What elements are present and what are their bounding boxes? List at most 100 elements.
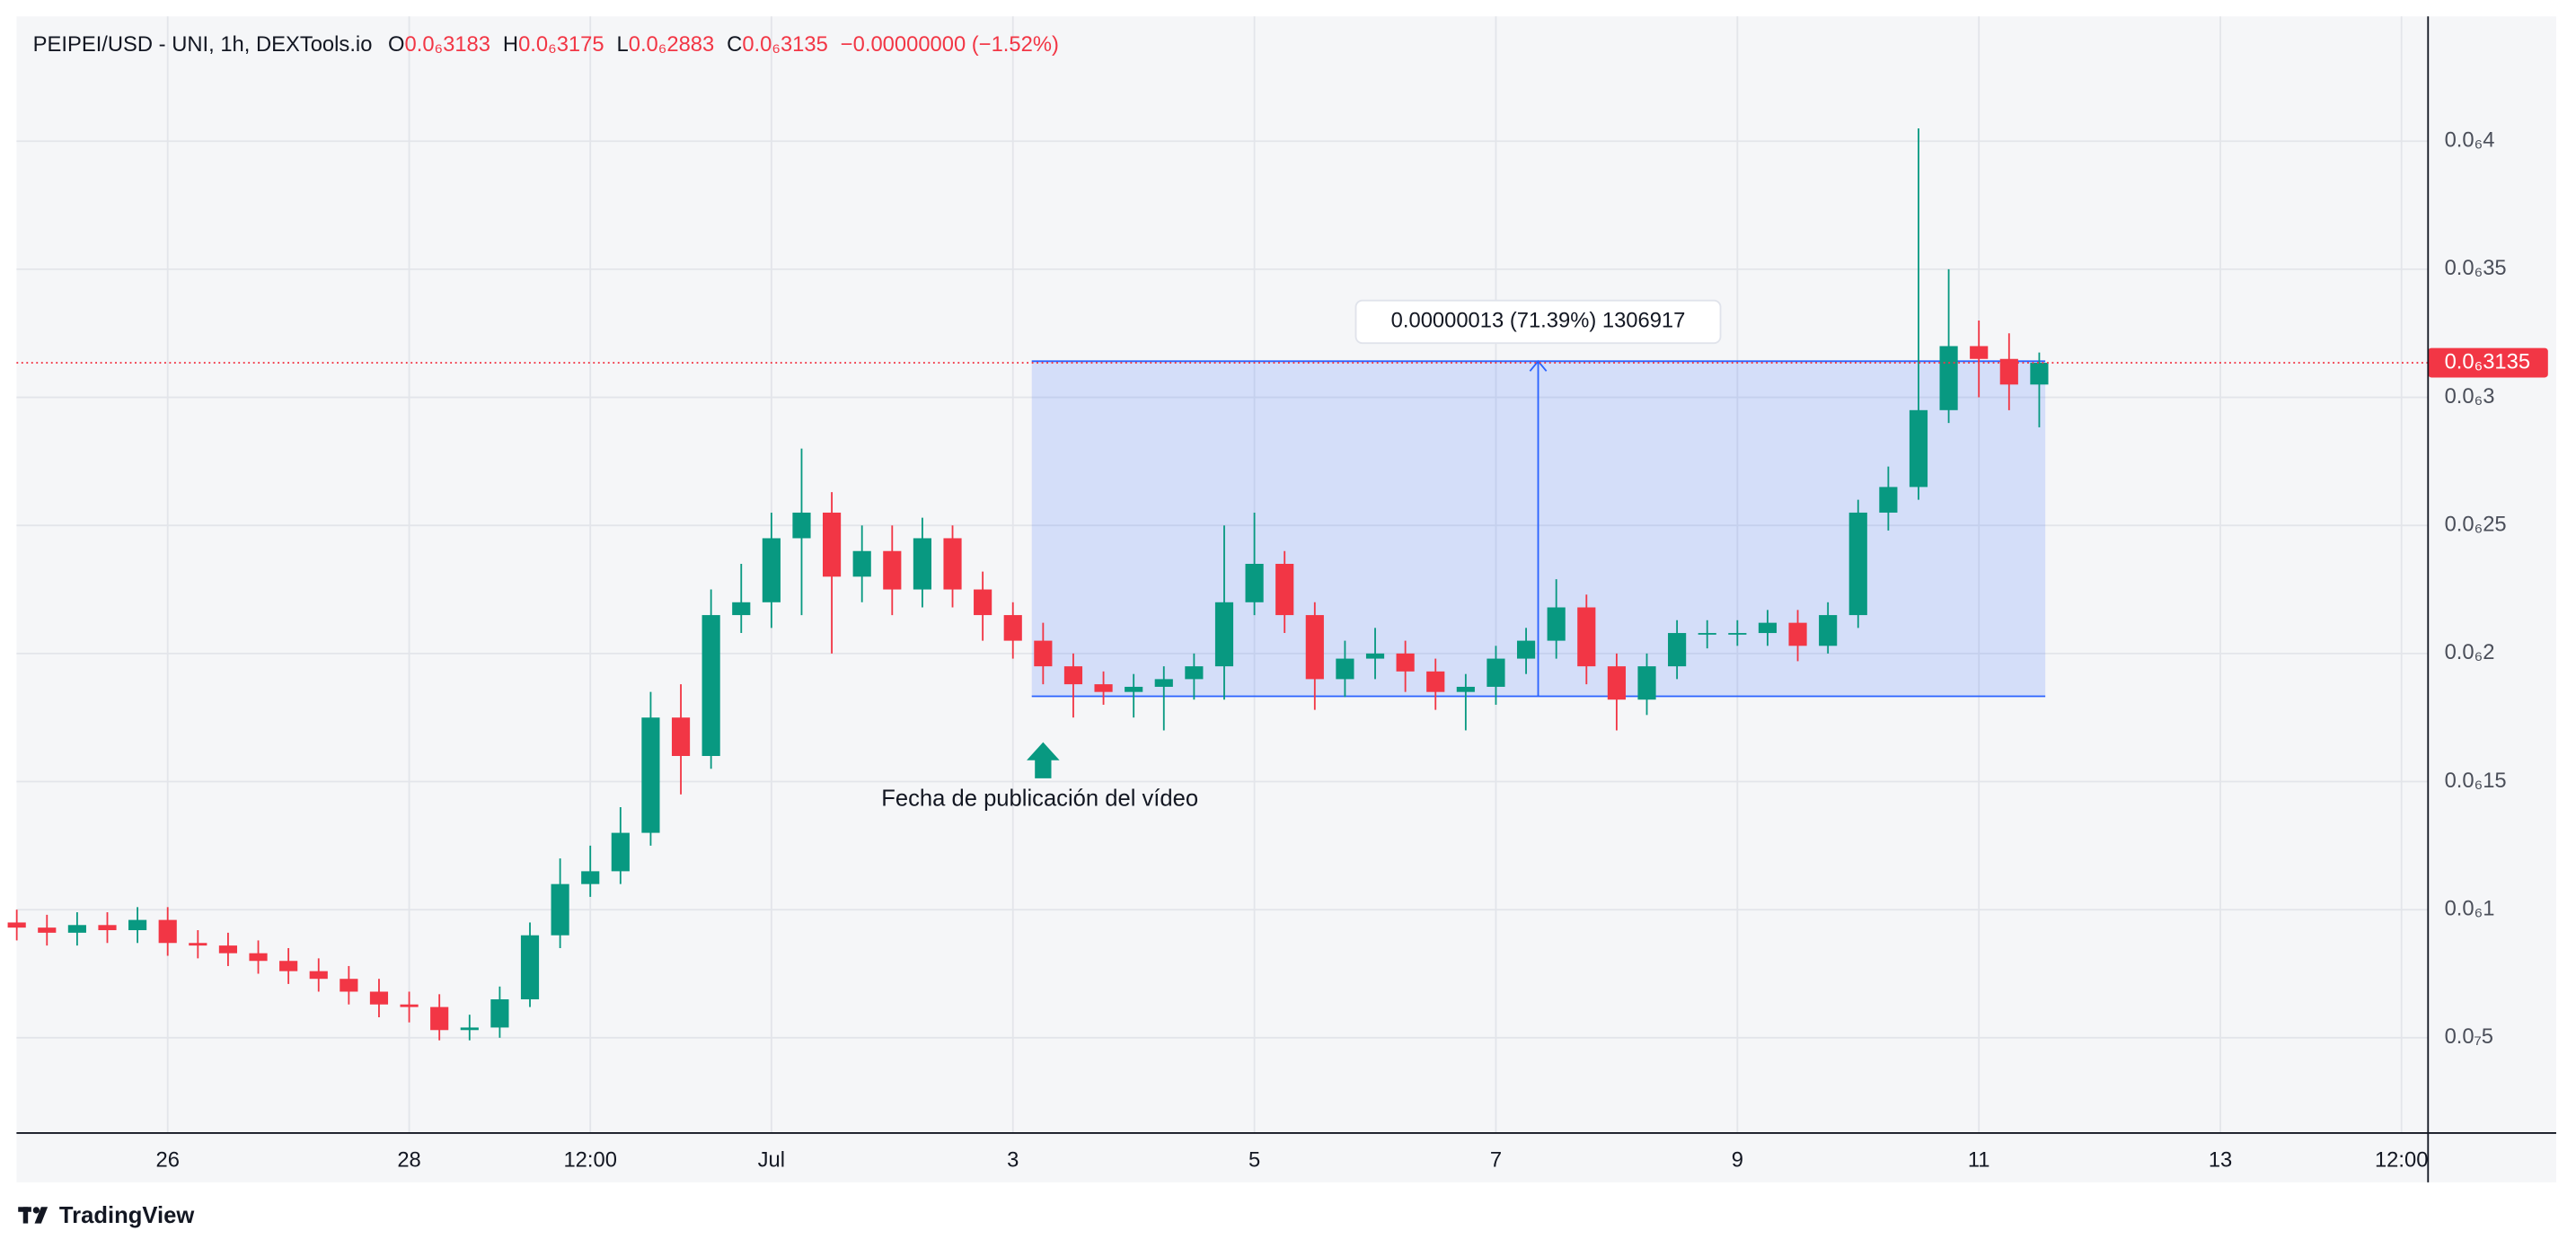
x-tick-label: 11 bbox=[1968, 1147, 1990, 1172]
x-tick-label: 9 bbox=[1732, 1147, 1743, 1172]
low-value: 0.0₆2883 bbox=[629, 32, 715, 57]
candle-body bbox=[641, 717, 660, 833]
candle-body bbox=[1970, 346, 1989, 359]
candle-body bbox=[1516, 640, 1536, 659]
low-key: L bbox=[617, 32, 629, 57]
y-tick-label: 0.0₆1 bbox=[2445, 896, 2495, 920]
candle-body bbox=[1125, 686, 1143, 692]
candle-body bbox=[1577, 607, 1596, 667]
x-tick-label: 26 bbox=[155, 1147, 179, 1172]
symbol: PEIPEI/USD - UNI, 1h, DEXTools.io bbox=[33, 32, 373, 57]
annotation-text: Fecha de publicación del vídeo bbox=[881, 786, 1198, 811]
open-value: 0.0₆3183 bbox=[405, 32, 490, 57]
candle-body bbox=[1879, 487, 1898, 513]
candle-body bbox=[1396, 653, 1415, 672]
candle-body bbox=[1456, 686, 1475, 692]
candle-body bbox=[279, 961, 298, 971]
candle-body bbox=[1185, 666, 1204, 680]
last-price-label: 0.0₆3135 bbox=[2445, 349, 2531, 374]
x-tick-label: 3 bbox=[1007, 1147, 1019, 1172]
candle-body bbox=[1637, 666, 1656, 700]
candle-body bbox=[1426, 671, 1445, 692]
candle-body bbox=[1305, 615, 1324, 680]
x-tick-label: 13 bbox=[2209, 1147, 2232, 1172]
candle-body bbox=[1607, 666, 1626, 700]
y-tick-label: 0.0₆35 bbox=[2445, 256, 2507, 280]
candle-body bbox=[913, 538, 931, 590]
candle-body bbox=[400, 1004, 419, 1007]
axes: 0.0₇5 0.0₆1 0.0₆15 0.0₆2 0.0₆25 0.0₆3 0.0₆35 0.… bbox=[155, 128, 2548, 1172]
candle-body bbox=[883, 550, 902, 590]
open-key: O bbox=[388, 32, 405, 57]
candle-body bbox=[430, 1006, 449, 1031]
candle-body bbox=[1788, 622, 1807, 646]
brand: TradingView bbox=[59, 1203, 194, 1228]
candle-body bbox=[671, 717, 691, 756]
candle-body bbox=[1909, 409, 1928, 488]
candle-body bbox=[1668, 633, 1687, 667]
candle-body bbox=[1758, 622, 1778, 634]
candle-body bbox=[551, 883, 569, 936]
candle-body bbox=[369, 991, 389, 1005]
candle-body bbox=[67, 925, 86, 933]
candle-body bbox=[189, 943, 207, 946]
candle-body bbox=[1094, 684, 1113, 692]
candle-body bbox=[1819, 615, 1838, 646]
measure-overlay: 0.00000013 (71.39%) 1306917 Fecha de publ… bbox=[881, 299, 2046, 811]
candle-body bbox=[128, 919, 147, 931]
measure-label: 0.00000013 (71.39%) 1306917 bbox=[1391, 309, 1686, 333]
candle-body bbox=[1245, 564, 1264, 602]
candle-body bbox=[1698, 633, 1716, 635]
y-tick-label: 0.0₆4 bbox=[2445, 128, 2495, 153]
candle-body bbox=[852, 550, 871, 577]
y-tick-label: 0.0₆25 bbox=[2445, 512, 2507, 536]
candle-body bbox=[1214, 602, 1234, 667]
y-tick-label: 0.0₆3 bbox=[2445, 384, 2495, 409]
candle-body bbox=[1999, 358, 2018, 385]
candle-body bbox=[520, 935, 540, 1000]
candle-body bbox=[1063, 666, 1083, 685]
candles bbox=[7, 127, 2429, 1041]
candle-body bbox=[701, 615, 720, 756]
candle-body bbox=[7, 922, 26, 928]
candle-body bbox=[1003, 615, 1022, 641]
y-tick-label: 0.0₆2 bbox=[2445, 640, 2495, 664]
candle-body bbox=[490, 999, 509, 1028]
candle-body bbox=[792, 512, 811, 539]
candle-body bbox=[1939, 346, 1958, 410]
x-tick-label: 12:00 bbox=[2375, 1147, 2428, 1172]
y-tick-label: 0.0₇5 bbox=[2445, 1024, 2493, 1049]
candle-body bbox=[581, 871, 600, 884]
candle-body bbox=[974, 589, 992, 616]
high-key: H bbox=[503, 32, 518, 57]
close-value: 0.0₆3135 bbox=[742, 32, 828, 57]
last-price-box bbox=[2428, 347, 2548, 378]
candle-body bbox=[158, 919, 177, 944]
measure-arrow-head bbox=[1529, 359, 1548, 372]
candle-body bbox=[460, 1027, 479, 1031]
change: −0.00000000 (−1.52%) bbox=[841, 32, 1059, 57]
close-key: C bbox=[727, 32, 742, 57]
candle-body bbox=[1154, 679, 1173, 687]
high-value: 0.0₆3175 bbox=[518, 32, 604, 57]
candle-body bbox=[1486, 658, 1505, 687]
candle-body bbox=[1275, 564, 1294, 616]
x-tick-label: Jul bbox=[758, 1147, 785, 1172]
header: PEIPEI/USD - UNI, 1h, DEXTools.io O0.0₆3… bbox=[33, 32, 1059, 57]
measure-label-box bbox=[1354, 299, 1722, 345]
candle-body bbox=[1336, 658, 1354, 680]
candle-body bbox=[2030, 363, 2049, 385]
candle-body bbox=[1848, 512, 1867, 616]
x-tick-label: 7 bbox=[1490, 1147, 1502, 1172]
annotation-arrow bbox=[1027, 742, 1060, 778]
candle-body bbox=[823, 512, 842, 577]
candle-body bbox=[762, 538, 781, 602]
candle-body bbox=[309, 971, 328, 980]
candle-body bbox=[98, 925, 117, 931]
candle-body bbox=[1547, 607, 1566, 641]
y-tick-label: 0.0₆15 bbox=[2445, 769, 2507, 793]
candle-body bbox=[611, 832, 630, 872]
candle-body bbox=[1365, 653, 1385, 659]
